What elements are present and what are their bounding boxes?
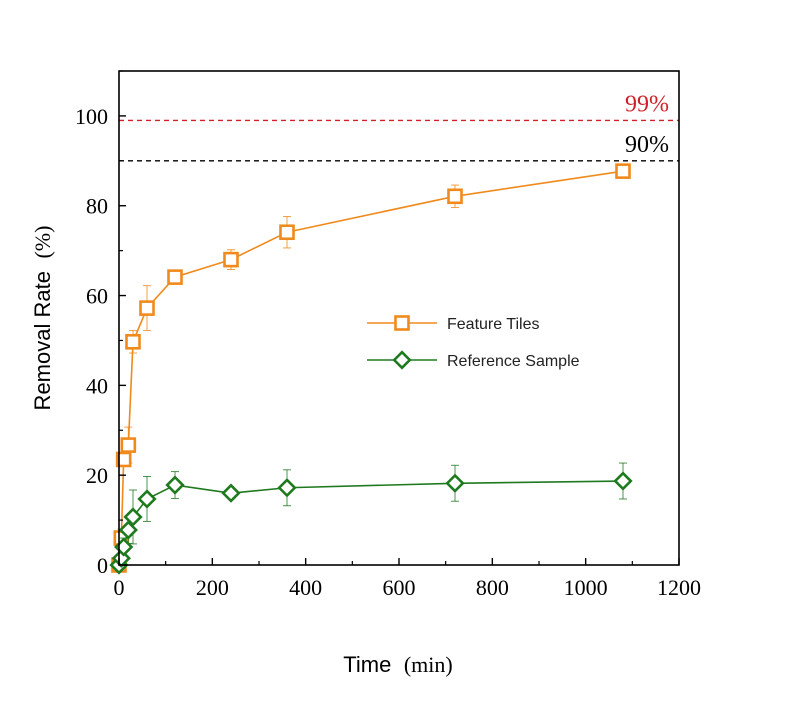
x-tick-label: 1000 bbox=[564, 575, 608, 600]
x-tick-label: 600 bbox=[383, 575, 416, 600]
x-tick-label: 0 bbox=[114, 575, 125, 600]
x-tick-label: 800 bbox=[476, 575, 509, 600]
series-reference-sample bbox=[109, 462, 633, 575]
data-point bbox=[277, 478, 297, 498]
y-tick-label: 60 bbox=[86, 284, 108, 309]
legend-item: Feature Tiles bbox=[367, 315, 539, 333]
reference-lines: 99% 90% bbox=[119, 91, 679, 162]
x-axis-title-text: Time bbox=[343, 652, 391, 677]
y-tick-label: 20 bbox=[86, 463, 108, 488]
data-point bbox=[223, 251, 239, 268]
y-tick-label: 40 bbox=[86, 373, 108, 398]
data-point bbox=[137, 489, 157, 509]
y-axis-title-unit: (%) bbox=[30, 226, 55, 259]
series-layer bbox=[109, 163, 633, 575]
x-axis-title-unit: (min) bbox=[404, 652, 453, 677]
data-point bbox=[221, 483, 241, 503]
data-point bbox=[120, 437, 137, 453]
legend: Feature Tiles Reference Sample bbox=[367, 315, 580, 370]
data-point bbox=[615, 163, 631, 179]
data-point bbox=[394, 315, 410, 331]
data-point bbox=[165, 475, 185, 495]
data-point bbox=[123, 507, 143, 527]
data-point bbox=[613, 471, 633, 491]
y-tick-label: 80 bbox=[86, 194, 108, 219]
data-point bbox=[139, 300, 155, 316]
data-point bbox=[279, 224, 295, 241]
data-point bbox=[115, 451, 132, 468]
legend-item: Reference Sample bbox=[367, 350, 580, 370]
series-line bbox=[118, 480, 624, 566]
legend-label: Reference Sample bbox=[447, 353, 580, 370]
data-point bbox=[445, 473, 465, 493]
reference-line-label: 99% bbox=[625, 91, 669, 117]
y-tick-label: 0 bbox=[97, 553, 108, 578]
x-tick-label: 400 bbox=[289, 575, 322, 600]
data-point bbox=[118, 520, 138, 540]
x-tick-label: 1200 bbox=[657, 575, 701, 600]
y-tick-label: 100 bbox=[75, 104, 108, 129]
x-tick-label: 200 bbox=[196, 575, 229, 600]
x-axis: 0 200 400 600 800 1000 1200 bbox=[114, 558, 701, 600]
x-axis-title: Time (min) bbox=[343, 652, 452, 677]
data-point bbox=[167, 269, 183, 285]
reference-line-label: 90% bbox=[625, 132, 669, 158]
data-point bbox=[447, 188, 463, 205]
y-axis: 0 20 40 60 80 100 bbox=[75, 70, 126, 578]
y-axis-title-text: Removal Rate bbox=[30, 271, 55, 410]
data-point bbox=[392, 350, 412, 370]
legend-label: Feature Tiles bbox=[447, 316, 539, 333]
y-axis-title: Removal Rate (%) bbox=[30, 226, 55, 411]
data-point bbox=[125, 334, 141, 350]
